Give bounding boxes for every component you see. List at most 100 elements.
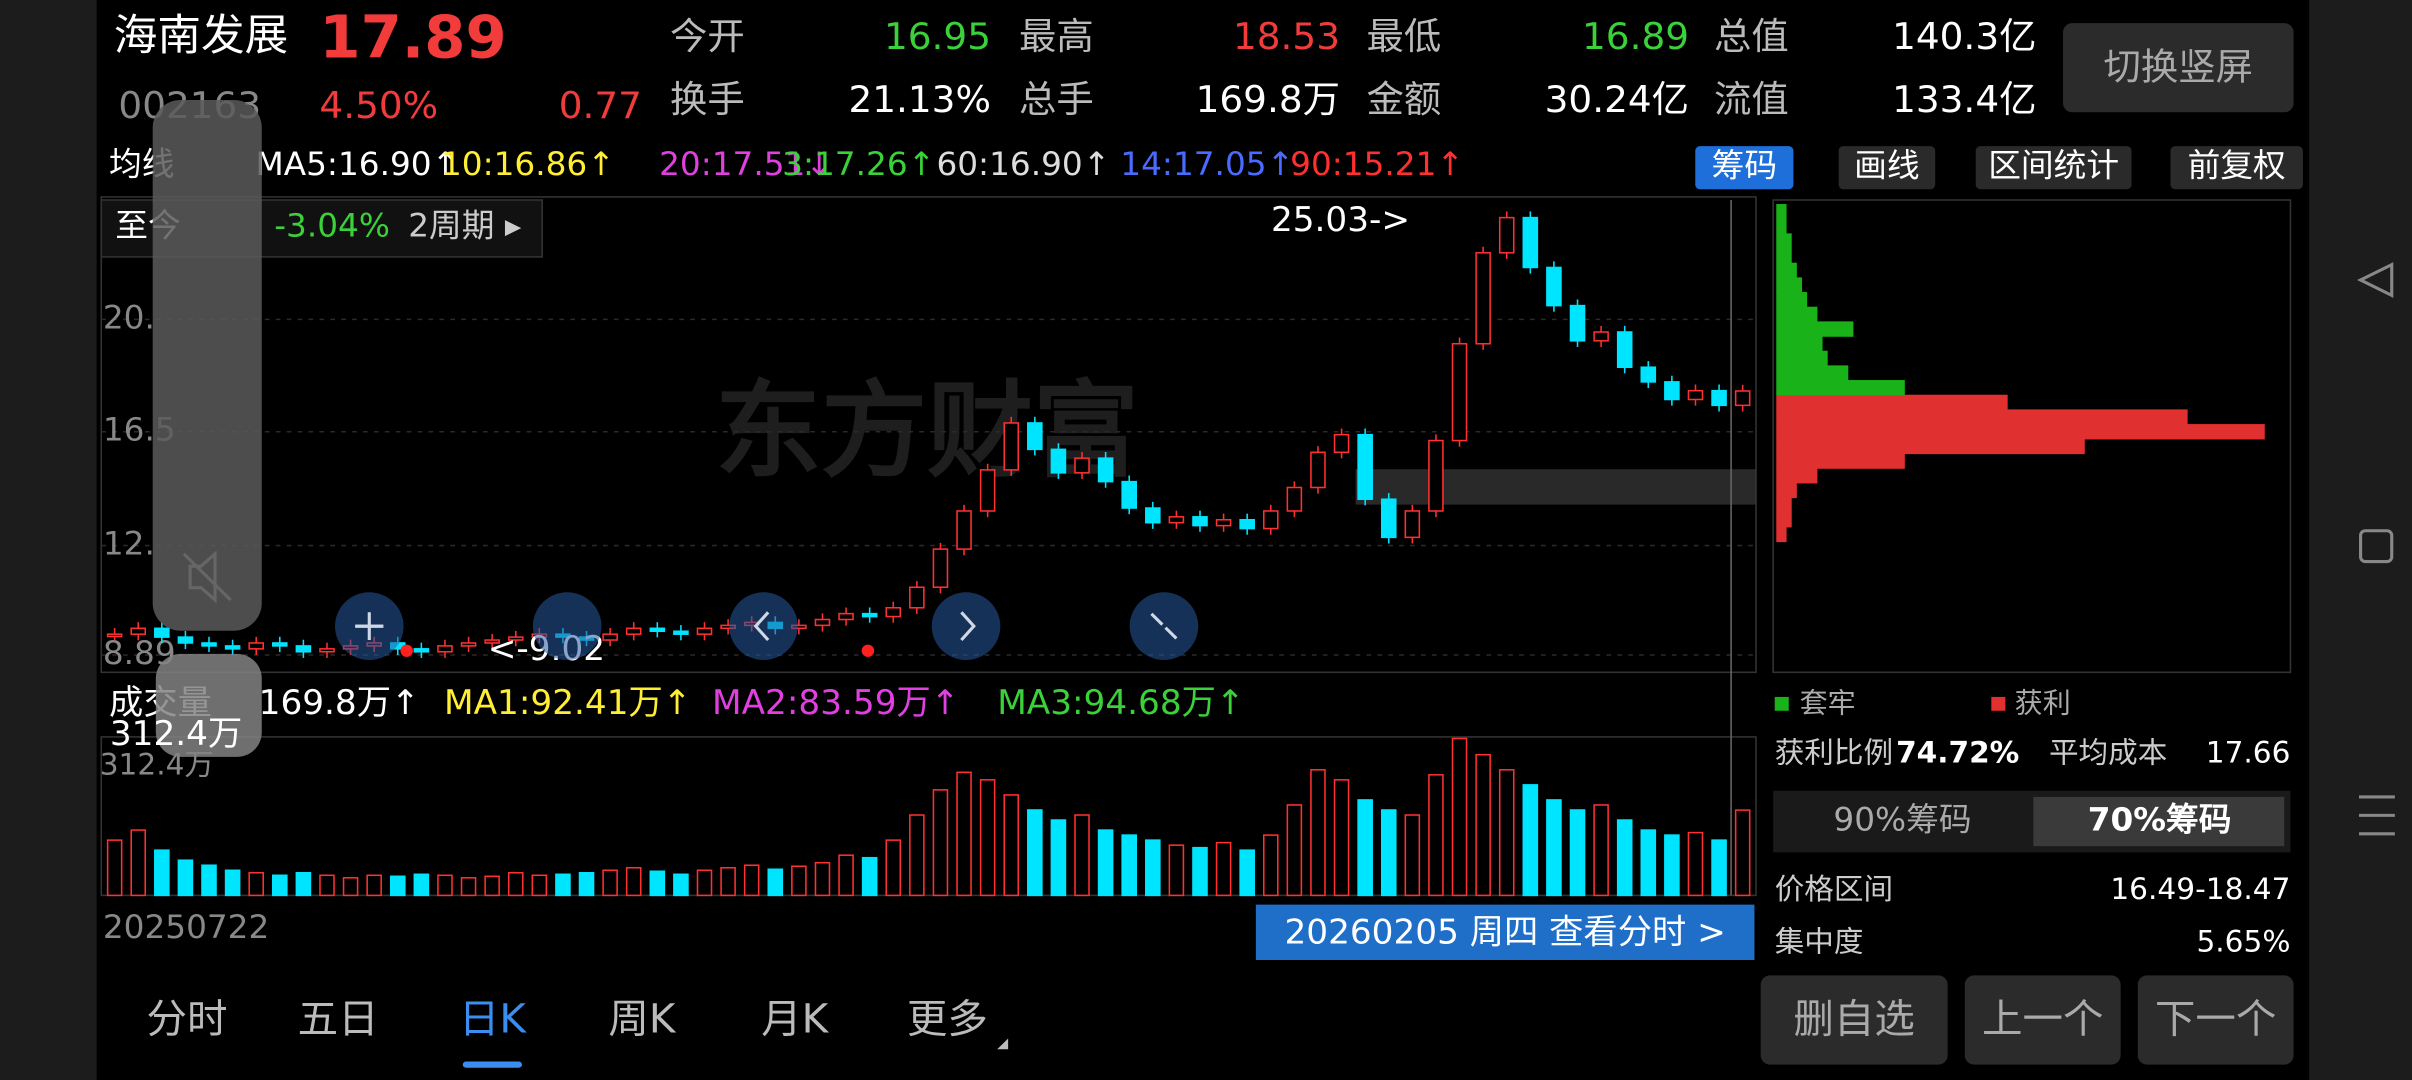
volume-bar bbox=[1664, 834, 1680, 897]
legend-label: 获利 bbox=[2015, 687, 2071, 720]
volume-bar bbox=[1475, 753, 1491, 897]
bottom-tab: 分时 bbox=[146, 997, 227, 1043]
ma-item: 20:17.51↓ bbox=[659, 145, 833, 183]
candle bbox=[1357, 433, 1373, 500]
candle bbox=[1097, 457, 1114, 483]
chip-tab-selected[interactable] bbox=[2033, 796, 2285, 847]
detail-link-label: 20260205 周四 查看分时 > bbox=[1284, 912, 1725, 952]
volume-bar bbox=[1050, 819, 1067, 897]
volume-item: MA2:83.59万↑ bbox=[712, 683, 959, 723]
action-button[interactable] bbox=[1760, 975, 1948, 1065]
quote-label: 换手 bbox=[670, 78, 745, 121]
volume-bar bbox=[130, 829, 147, 897]
nav-home[interactable] bbox=[2359, 529, 2394, 564]
chart-nav-button[interactable] bbox=[532, 592, 602, 660]
volume-item: 169.8万↑ bbox=[259, 683, 420, 723]
volume-bar bbox=[838, 854, 854, 897]
chip-bar bbox=[1776, 306, 1818, 323]
candle bbox=[1003, 422, 1020, 471]
volume-bar bbox=[1215, 841, 1232, 897]
marker-dot bbox=[861, 644, 875, 657]
toggle-button[interactable] bbox=[2062, 23, 2294, 113]
tool-button[interactable] bbox=[2170, 146, 2303, 190]
volume-bar bbox=[1310, 769, 1326, 897]
volume-bar bbox=[1451, 737, 1468, 897]
volume-bar bbox=[1286, 804, 1303, 897]
stat-label: 价格区间 bbox=[1775, 872, 1893, 906]
chip-bar bbox=[1776, 482, 1797, 499]
tool-button-label: 筹码 bbox=[1712, 147, 1777, 185]
candle bbox=[1569, 304, 1586, 342]
volume-bar bbox=[224, 869, 241, 897]
candle bbox=[295, 645, 312, 653]
action-button[interactable] bbox=[2137, 975, 2294, 1065]
candle bbox=[1451, 342, 1468, 442]
y-tick-label: 12. bbox=[103, 525, 155, 563]
chart-nav-button[interactable] bbox=[1129, 592, 1199, 660]
quote-value: 30.24亿 bbox=[1545, 78, 1689, 121]
chart-nav-icon bbox=[1150, 612, 1178, 640]
volume-bar bbox=[1121, 834, 1137, 897]
volume-bar bbox=[791, 865, 807, 897]
change: 0.77 bbox=[559, 84, 642, 127]
stat-value: 5.65% bbox=[2196, 925, 2290, 959]
chart-frame bbox=[100, 196, 1757, 674]
range-change: -3.04% bbox=[274, 207, 390, 245]
candle bbox=[460, 642, 477, 647]
candle bbox=[861, 612, 878, 618]
volume-bar bbox=[507, 872, 524, 897]
chip-bar bbox=[1776, 233, 1792, 249]
candle bbox=[979, 469, 996, 512]
watermark: 东方财富 bbox=[715, 370, 1139, 492]
candle bbox=[1262, 510, 1279, 530]
candle bbox=[484, 639, 500, 644]
tool-button[interactable] bbox=[1838, 146, 1936, 190]
tab-underline bbox=[462, 1061, 522, 1068]
volume-bar bbox=[177, 859, 194, 897]
tool-button[interactable] bbox=[1695, 146, 1794, 190]
action-button-label: 下一个 bbox=[2155, 997, 2277, 1043]
quote-label: 金额 bbox=[1366, 78, 1441, 121]
volume-bar bbox=[885, 839, 902, 897]
cost-band bbox=[1355, 469, 1757, 505]
volume-bar bbox=[201, 864, 217, 897]
y-tick-label: 20. bbox=[103, 299, 155, 337]
chip-bar bbox=[1776, 204, 1787, 220]
candle bbox=[1498, 216, 1515, 254]
candle bbox=[1215, 518, 1232, 527]
candle bbox=[956, 510, 972, 550]
candle bbox=[1192, 516, 1208, 527]
volume-bar bbox=[1546, 799, 1562, 897]
volume-bar bbox=[956, 771, 972, 897]
bottom-tab: 日K bbox=[459, 997, 528, 1043]
candle bbox=[1640, 366, 1657, 383]
candle bbox=[602, 633, 618, 641]
chart-nav-button[interactable] bbox=[729, 592, 798, 660]
candle bbox=[673, 630, 689, 635]
nav-back[interactable] bbox=[2357, 262, 2394, 298]
candle bbox=[1711, 389, 1727, 407]
candle bbox=[932, 548, 949, 589]
volume-bar bbox=[1380, 809, 1397, 897]
detail-link[interactable] bbox=[1255, 904, 1755, 960]
volume-bar bbox=[1687, 831, 1704, 897]
volume-bar bbox=[861, 856, 878, 897]
volume-bar bbox=[1711, 839, 1727, 897]
volume-bar bbox=[342, 877, 359, 897]
chip-bar bbox=[1776, 380, 1905, 396]
tool-button[interactable] bbox=[1975, 146, 2132, 190]
volume-bar bbox=[1428, 774, 1444, 897]
volume-bar bbox=[484, 875, 500, 897]
chip-bar bbox=[1776, 321, 1854, 337]
candle bbox=[130, 627, 147, 635]
volume-bar bbox=[1522, 784, 1539, 897]
chart-nav-button[interactable] bbox=[931, 592, 1001, 660]
action-button[interactable] bbox=[1964, 975, 2121, 1065]
mute-icon bbox=[182, 550, 232, 604]
marker-dot bbox=[400, 644, 413, 657]
chip-bar bbox=[1776, 262, 1797, 279]
quote-label: 总手 bbox=[1019, 78, 1094, 121]
ma-item: 60:16.90↑ bbox=[936, 145, 1110, 183]
